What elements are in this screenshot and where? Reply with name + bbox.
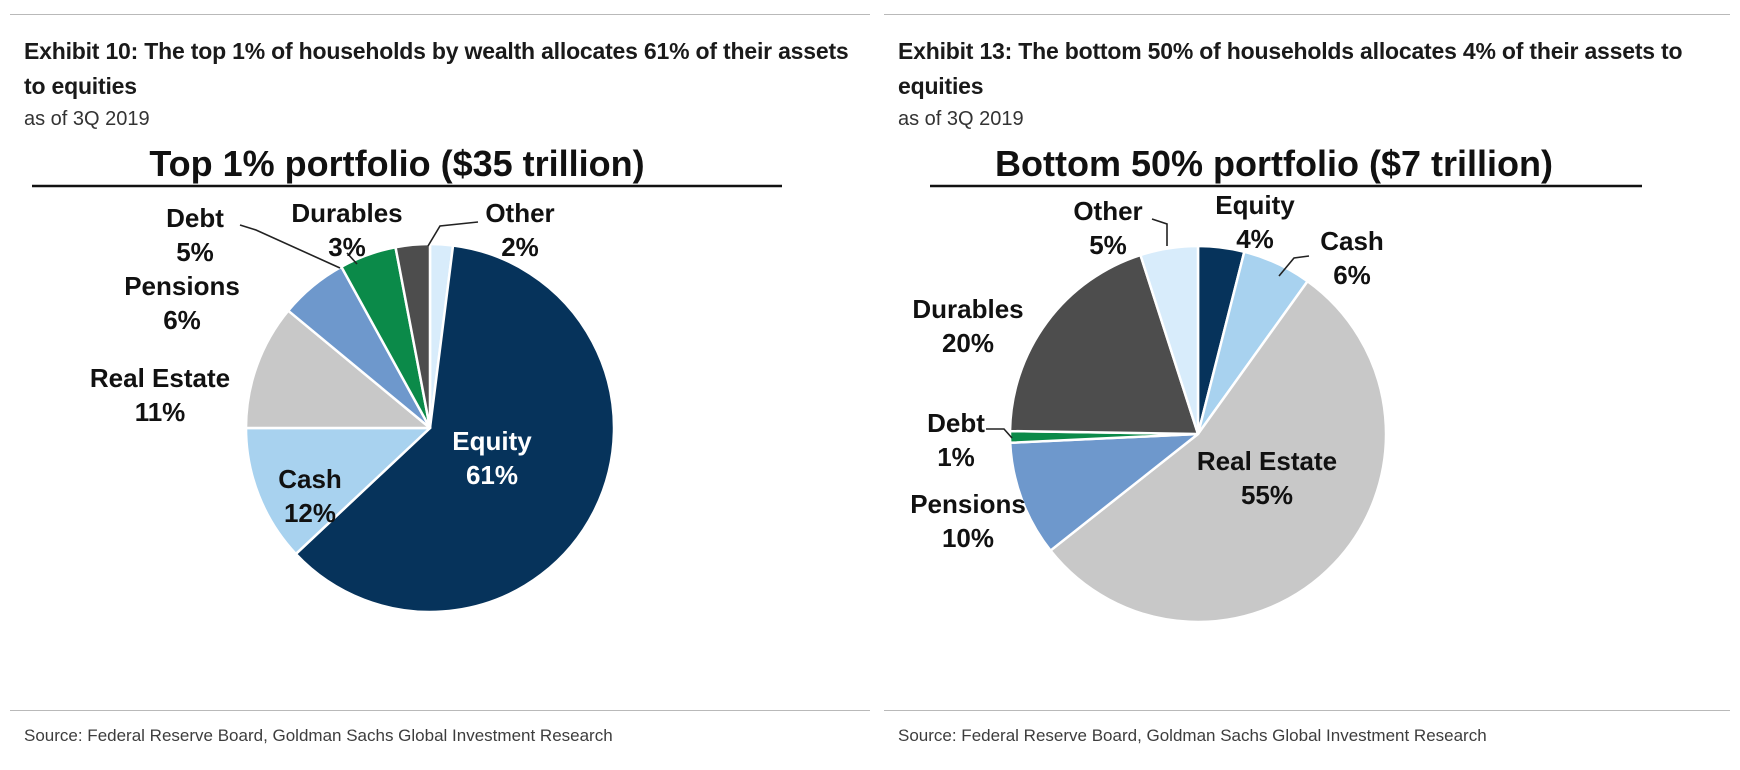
- exhibit-13-panel: Exhibit 13: The bottom 50% of households…: [884, 0, 1730, 770]
- slice-label-other: Other: [1073, 196, 1142, 226]
- slice-value-equity: 4%: [1236, 224, 1274, 254]
- exhibit-subtitle: as of 3Q 2019: [24, 108, 150, 130]
- slice-value-pensions: 6%: [163, 305, 201, 335]
- slice-value-durables: 20%: [942, 328, 994, 358]
- pie-chart-top-1pct: Top 1% portfolio ($35 trillion) Equity 61%…: [32, 143, 782, 614]
- slice-value-cash: 12%: [284, 498, 336, 528]
- leader-line-debt: [239, 224, 341, 269]
- slice-value-equity: 61%: [466, 460, 518, 490]
- slice-value-cash: 6%: [1333, 260, 1371, 290]
- pie-slice-real-estate: [244, 309, 432, 430]
- pie-slice-equity: [294, 244, 616, 614]
- leader-line-debt: [986, 428, 1013, 439]
- slice-label-pensions: Pensions: [910, 489, 1026, 519]
- bottom-divider: [884, 710, 1730, 711]
- pie-slice-other: [1139, 244, 1200, 436]
- pie-slice-real-estate: [1049, 279, 1388, 624]
- chart-title: Bottom 50% portfolio ($7 trillion): [995, 143, 1553, 184]
- pie-slice-durables: [1008, 253, 1200, 436]
- bottom-divider: [10, 710, 870, 711]
- pie-slice-cash: [244, 426, 432, 556]
- slice-value-other: 2%: [501, 232, 539, 262]
- slice-value-debt: 1%: [937, 442, 975, 472]
- top-divider: [884, 14, 1730, 15]
- top-divider: [10, 14, 870, 15]
- leader-line-other: [1151, 218, 1168, 246]
- slice-label-equity: Equity: [452, 426, 532, 456]
- leader-line-other: [427, 221, 479, 247]
- slice-value-durables: 3%: [328, 232, 366, 262]
- slice-label-real-estate: Real Estate: [1197, 446, 1337, 476]
- slice-label-equity: Equity: [1215, 190, 1295, 220]
- exhibit-10-panel: Exhibit 10: The top 1% of households by …: [10, 0, 870, 770]
- slice-value-other: 5%: [1089, 230, 1127, 260]
- source-note: Source: Federal Reserve Board, Goldman S…: [24, 726, 613, 745]
- slice-value-real-estate: 11%: [135, 397, 186, 427]
- exhibit-title: Exhibit 10: The top 1% of households by …: [24, 38, 849, 99]
- slice-value-debt: 5%: [176, 237, 214, 267]
- slice-label-cash: Cash: [1320, 226, 1384, 256]
- leader-line-cash: [1278, 255, 1310, 277]
- slice-label-durables: Durables: [912, 294, 1023, 324]
- slice-label-cash: Cash: [278, 464, 342, 494]
- slice-label-debt: Debt: [166, 203, 224, 233]
- slice-label-debt: Debt: [927, 408, 985, 438]
- slice-label-pensions: Pensions: [124, 271, 240, 301]
- pie-chart-bottom-50pct: Bottom 50% portfolio ($7 trillion) Equity…: [910, 143, 1642, 624]
- pie-slice-pensions: [1008, 432, 1200, 552]
- chart-title: Top 1% portfolio ($35 trillion): [149, 143, 644, 184]
- exhibit-subtitle: as of 3Q 2019: [898, 108, 1024, 130]
- exhibit-title: Exhibit 13: The bottom 50% of households…: [898, 38, 1683, 99]
- leader-line-durables: [346, 252, 358, 265]
- slice-label-real-estate: Real Estate: [90, 363, 230, 393]
- slice-label-durables: Durables: [291, 198, 402, 228]
- source-note: Source: Federal Reserve Board, Goldman S…: [898, 726, 1487, 745]
- slice-label-other: Other: [485, 198, 554, 228]
- slice-value-pensions: 10%: [942, 523, 994, 553]
- slice-value-real-estate: 55%: [1241, 480, 1293, 510]
